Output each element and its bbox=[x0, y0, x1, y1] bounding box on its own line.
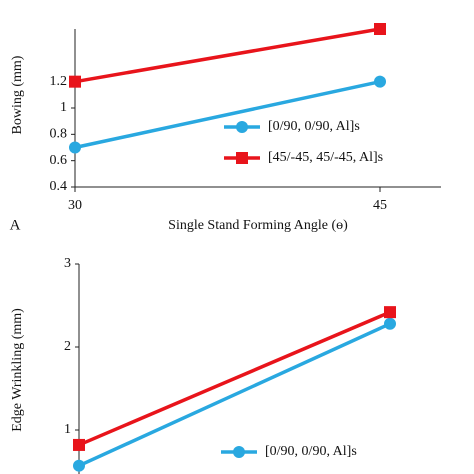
y-axis-title: Bowing (mm) bbox=[10, 55, 25, 134]
data-point bbox=[374, 75, 386, 88]
data-point bbox=[384, 306, 396, 319]
legend-label: [0/90, 0/90, Al]s bbox=[265, 444, 357, 459]
x-tick-label: 45 bbox=[373, 198, 387, 213]
data-point bbox=[384, 317, 396, 330]
y-tick-label: 1 bbox=[64, 422, 71, 437]
legend-label: [45/-45, 45/-45, Al]s bbox=[268, 150, 383, 165]
y-axis-title: Edge Wrinkling (mm) bbox=[10, 308, 25, 432]
y-tick-label: 2 bbox=[64, 339, 71, 354]
series-line bbox=[78, 310, 391, 447]
series-line bbox=[74, 79, 381, 150]
data-point bbox=[73, 438, 85, 451]
data-point bbox=[374, 23, 386, 35]
y-tick-label: 1.2 bbox=[50, 74, 68, 89]
y-tick-label: 3 bbox=[64, 256, 71, 271]
series-line bbox=[78, 322, 391, 468]
legend-marker bbox=[236, 121, 248, 133]
y-tick-label: 0.4 bbox=[50, 179, 68, 194]
legend-label: [0/90, 0/90, Al]s bbox=[268, 119, 360, 134]
legend-marker bbox=[236, 152, 248, 164]
y-tick-label: 0.6 bbox=[50, 153, 68, 168]
y-tick-label: 0.8 bbox=[50, 127, 68, 142]
data-point bbox=[69, 75, 81, 88]
series-line bbox=[74, 27, 381, 84]
x-axis-title: Single Stand Forming Angle (ɵ) bbox=[168, 218, 348, 233]
panel-label: A bbox=[10, 217, 21, 233]
x-tick-label: 30 bbox=[68, 198, 82, 213]
y-tick-label: 1 bbox=[60, 100, 67, 115]
data-point bbox=[69, 141, 81, 154]
data-point bbox=[73, 459, 85, 472]
legend-marker bbox=[233, 446, 245, 458]
